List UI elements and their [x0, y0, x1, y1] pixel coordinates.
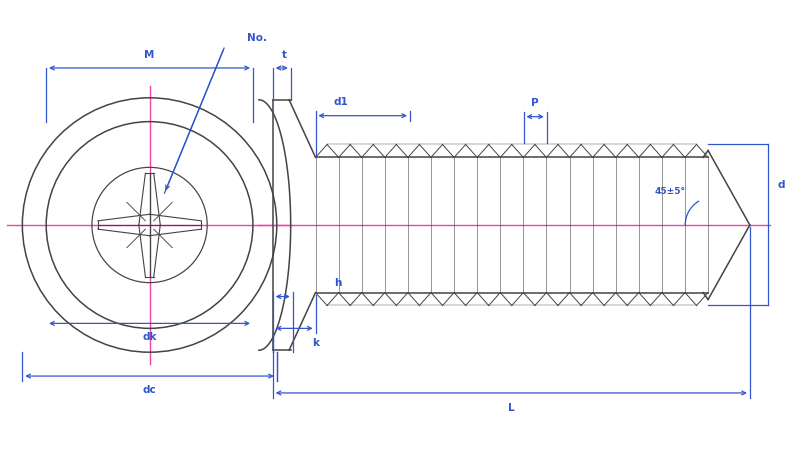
- Text: 45±5°: 45±5°: [655, 187, 686, 196]
- Text: k: k: [312, 338, 319, 348]
- Text: dc: dc: [142, 385, 157, 395]
- Text: L: L: [508, 403, 514, 413]
- Text: dk: dk: [142, 332, 157, 342]
- Text: d1: d1: [334, 97, 348, 107]
- Text: No.: No.: [247, 33, 267, 43]
- Text: h: h: [334, 277, 342, 288]
- Text: M: M: [144, 50, 154, 60]
- Text: t: t: [282, 50, 287, 60]
- Text: d: d: [778, 180, 786, 190]
- Text: P: P: [531, 98, 539, 108]
